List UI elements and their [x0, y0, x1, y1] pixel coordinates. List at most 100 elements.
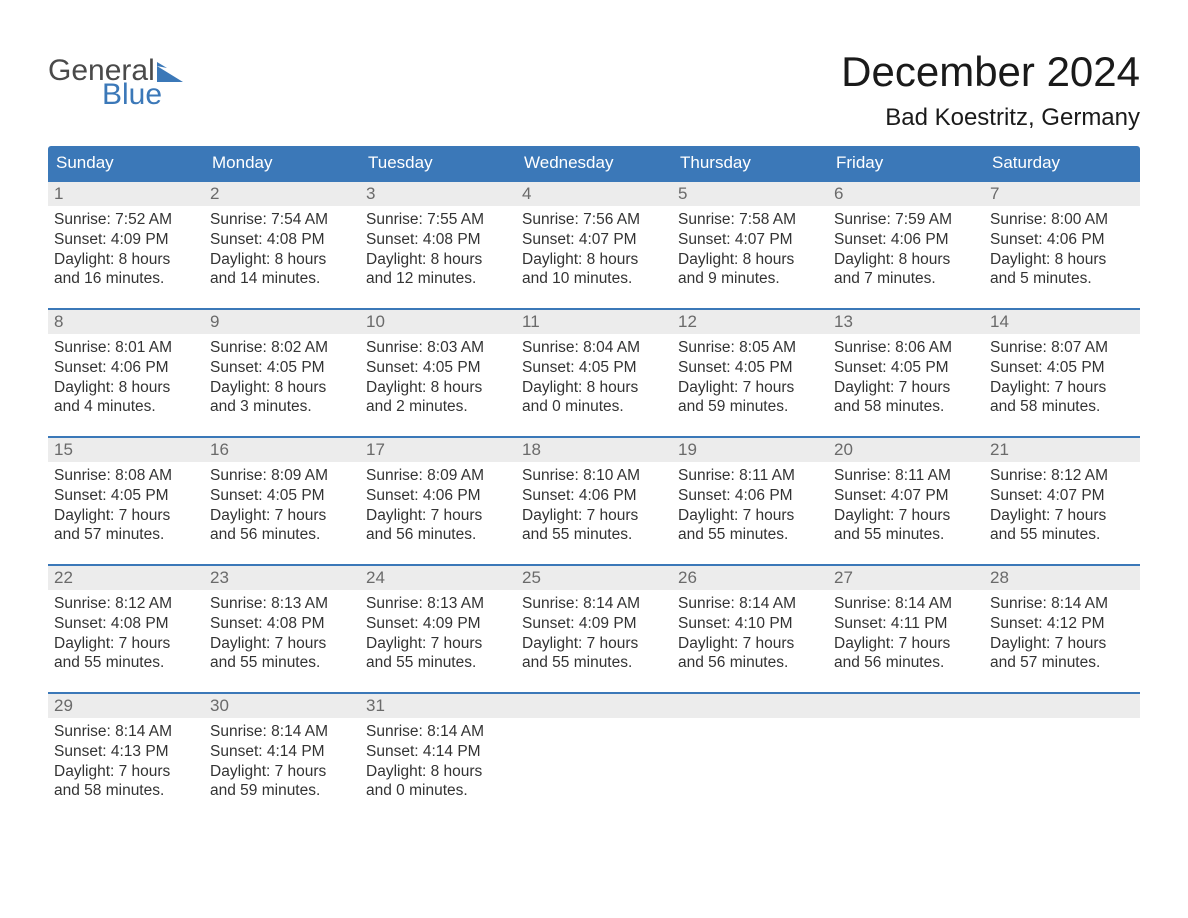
calendar-week: 8Sunrise: 8:01 AMSunset: 4:06 PMDaylight… — [48, 308, 1140, 436]
daylight-text: and 14 minutes. — [210, 269, 352, 289]
day-number: 19 — [672, 438, 828, 462]
location-label: Bad Koestritz, Germany — [841, 104, 1140, 132]
header: General Blue December 2024 Bad Koestritz… — [48, 20, 1140, 132]
day-number: . — [672, 694, 828, 718]
daylight-text: Daylight: 7 hours — [678, 378, 820, 398]
day-number: 9 — [204, 310, 360, 334]
daylight-text: and 55 minutes. — [522, 653, 664, 673]
daylight-text: and 3 minutes. — [210, 397, 352, 417]
day-details: Sunrise: 8:12 AMSunset: 4:08 PMDaylight:… — [48, 590, 204, 683]
daylight-text: and 5 minutes. — [990, 269, 1132, 289]
weeks-container: 1Sunrise: 7:52 AMSunset: 4:09 PMDaylight… — [48, 180, 1140, 820]
calendar-day: . — [828, 694, 984, 820]
sunset-text: Sunset: 4:07 PM — [522, 230, 664, 250]
sunrise-text: Sunrise: 8:00 AM — [990, 210, 1132, 230]
day-number: 29 — [48, 694, 204, 718]
sunrise-text: Sunrise: 8:14 AM — [678, 594, 820, 614]
sunrise-text: Sunrise: 8:01 AM — [54, 338, 196, 358]
day-number: 11 — [516, 310, 672, 334]
dow-header-cell: Monday — [204, 146, 360, 180]
daylight-text: and 59 minutes. — [678, 397, 820, 417]
calendar-day: 8Sunrise: 8:01 AMSunset: 4:06 PMDaylight… — [48, 310, 204, 436]
sunrise-text: Sunrise: 8:07 AM — [990, 338, 1132, 358]
dow-header-cell: Wednesday — [516, 146, 672, 180]
daylight-text: and 10 minutes. — [522, 269, 664, 289]
sunrise-text: Sunrise: 8:04 AM — [522, 338, 664, 358]
day-details: Sunrise: 8:09 AMSunset: 4:05 PMDaylight:… — [204, 462, 360, 555]
day-number: 7 — [984, 182, 1140, 206]
daylight-text: Daylight: 8 hours — [990, 250, 1132, 270]
day-number: 1 — [48, 182, 204, 206]
sunset-text: Sunset: 4:08 PM — [54, 614, 196, 634]
calendar-day: 10Sunrise: 8:03 AMSunset: 4:05 PMDayligh… — [360, 310, 516, 436]
daylight-text: Daylight: 8 hours — [54, 378, 196, 398]
daylight-text: and 58 minutes. — [54, 781, 196, 801]
calendar-day: 19Sunrise: 8:11 AMSunset: 4:06 PMDayligh… — [672, 438, 828, 564]
sunset-text: Sunset: 4:12 PM — [990, 614, 1132, 634]
sunset-text: Sunset: 4:07 PM — [834, 486, 976, 506]
sunrise-text: Sunrise: 8:11 AM — [834, 466, 976, 486]
daylight-text: Daylight: 8 hours — [54, 250, 196, 270]
day-details: Sunrise: 8:14 AMSunset: 4:09 PMDaylight:… — [516, 590, 672, 683]
daylight-text: Daylight: 8 hours — [366, 378, 508, 398]
daylight-text: Daylight: 8 hours — [678, 250, 820, 270]
daylight-text: Daylight: 7 hours — [210, 634, 352, 654]
sunrise-text: Sunrise: 8:14 AM — [522, 594, 664, 614]
sunrise-text: Sunrise: 8:14 AM — [366, 722, 508, 742]
day-number: 15 — [48, 438, 204, 462]
sunrise-text: Sunrise: 8:14 AM — [210, 722, 352, 742]
daylight-text: and 56 minutes. — [366, 525, 508, 545]
day-details: Sunrise: 7:54 AMSunset: 4:08 PMDaylight:… — [204, 206, 360, 299]
daylight-text: and 56 minutes. — [210, 525, 352, 545]
sunset-text: Sunset: 4:06 PM — [366, 486, 508, 506]
daylight-text: and 59 minutes. — [210, 781, 352, 801]
day-number: 18 — [516, 438, 672, 462]
title-block: December 2024 Bad Koestritz, Germany — [841, 20, 1140, 132]
daylight-text: Daylight: 7 hours — [54, 634, 196, 654]
sunset-text: Sunset: 4:08 PM — [210, 614, 352, 634]
sunrise-text: Sunrise: 8:12 AM — [54, 594, 196, 614]
sunset-text: Sunset: 4:05 PM — [834, 358, 976, 378]
day-number: 3 — [360, 182, 516, 206]
calendar-day: 3Sunrise: 7:55 AMSunset: 4:08 PMDaylight… — [360, 182, 516, 308]
calendar-day: 9Sunrise: 8:02 AMSunset: 4:05 PMDaylight… — [204, 310, 360, 436]
brand-logo: General Blue — [48, 56, 183, 110]
sunset-text: Sunset: 4:06 PM — [54, 358, 196, 378]
daylight-text: Daylight: 8 hours — [366, 762, 508, 782]
sunset-text: Sunset: 4:05 PM — [678, 358, 820, 378]
daylight-text: Daylight: 7 hours — [990, 634, 1132, 654]
calendar-day: 16Sunrise: 8:09 AMSunset: 4:05 PMDayligh… — [204, 438, 360, 564]
day-details: Sunrise: 8:10 AMSunset: 4:06 PMDaylight:… — [516, 462, 672, 555]
day-details: Sunrise: 8:09 AMSunset: 4:06 PMDaylight:… — [360, 462, 516, 555]
sunset-text: Sunset: 4:14 PM — [366, 742, 508, 762]
month-title: December 2024 — [841, 48, 1140, 96]
calendar-day: 7Sunrise: 8:00 AMSunset: 4:06 PMDaylight… — [984, 182, 1140, 308]
dow-header-cell: Saturday — [984, 146, 1140, 180]
day-number: 4 — [516, 182, 672, 206]
day-number: . — [828, 694, 984, 718]
daylight-text: Daylight: 7 hours — [54, 762, 196, 782]
daylight-text: and 0 minutes. — [366, 781, 508, 801]
dow-header-cell: Thursday — [672, 146, 828, 180]
daylight-text: Daylight: 7 hours — [990, 506, 1132, 526]
calendar-day: 24Sunrise: 8:13 AMSunset: 4:09 PMDayligh… — [360, 566, 516, 692]
daylight-text: and 4 minutes. — [54, 397, 196, 417]
sunset-text: Sunset: 4:06 PM — [522, 486, 664, 506]
day-details: Sunrise: 8:13 AMSunset: 4:09 PMDaylight:… — [360, 590, 516, 683]
day-number: 31 — [360, 694, 516, 718]
day-details: Sunrise: 8:06 AMSunset: 4:05 PMDaylight:… — [828, 334, 984, 427]
sunset-text: Sunset: 4:06 PM — [834, 230, 976, 250]
day-details: Sunrise: 8:14 AMSunset: 4:12 PMDaylight:… — [984, 590, 1140, 683]
daylight-text: and 55 minutes. — [990, 525, 1132, 545]
sunset-text: Sunset: 4:09 PM — [54, 230, 196, 250]
calendar-page: General Blue December 2024 Bad Koestritz… — [0, 0, 1188, 860]
sunrise-text: Sunrise: 8:02 AM — [210, 338, 352, 358]
calendar-day: 23Sunrise: 8:13 AMSunset: 4:08 PMDayligh… — [204, 566, 360, 692]
daylight-text: Daylight: 7 hours — [522, 506, 664, 526]
day-number: 2 — [204, 182, 360, 206]
calendar-day: 27Sunrise: 8:14 AMSunset: 4:11 PMDayligh… — [828, 566, 984, 692]
calendar-week: 1Sunrise: 7:52 AMSunset: 4:09 PMDaylight… — [48, 180, 1140, 308]
calendar-day: 12Sunrise: 8:05 AMSunset: 4:05 PMDayligh… — [672, 310, 828, 436]
daylight-text: Daylight: 7 hours — [210, 506, 352, 526]
day-details: Sunrise: 8:02 AMSunset: 4:05 PMDaylight:… — [204, 334, 360, 427]
